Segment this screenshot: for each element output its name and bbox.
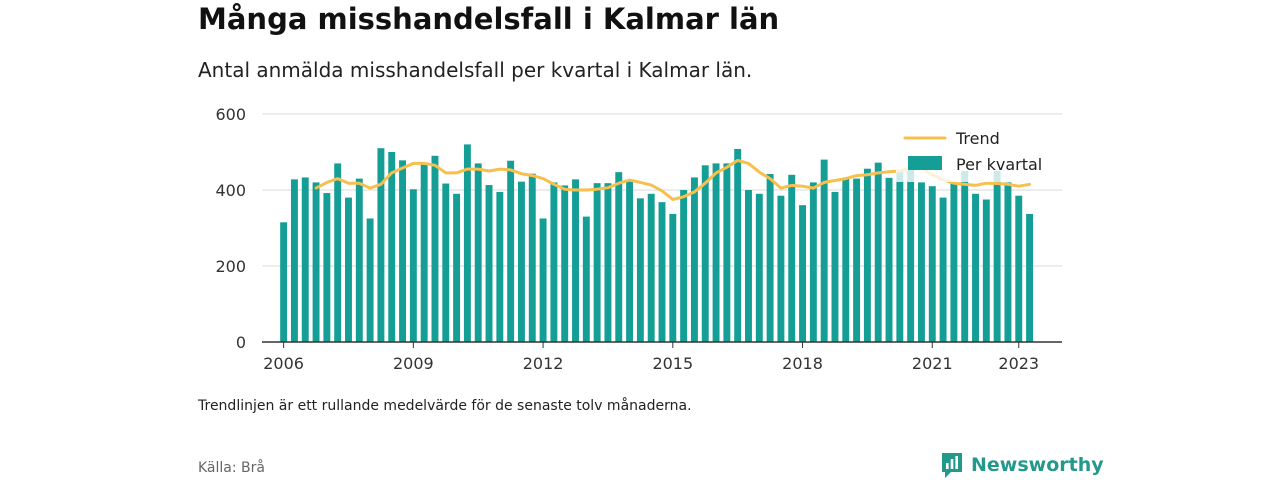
bar bbox=[680, 190, 688, 342]
chart-footnote: Trendlinjen är ett rullande medelvärde f… bbox=[198, 398, 692, 414]
bar bbox=[453, 193, 461, 342]
bar bbox=[918, 182, 925, 342]
bar bbox=[312, 182, 320, 342]
source-text: Källa: Brå bbox=[198, 460, 265, 476]
bar bbox=[690, 177, 698, 342]
bar bbox=[626, 181, 634, 342]
bar bbox=[907, 169, 915, 342]
bar bbox=[572, 179, 579, 342]
bar bbox=[290, 179, 298, 342]
bar bbox=[831, 191, 839, 342]
y-tick-label: 400 bbox=[215, 181, 246, 200]
bar bbox=[842, 178, 850, 342]
chart-subtitle: Antal anmälda misshandelsfall per kvarta… bbox=[198, 58, 753, 82]
bar bbox=[972, 193, 979, 342]
bar bbox=[1015, 195, 1023, 342]
bar bbox=[355, 178, 363, 342]
bar bbox=[820, 159, 828, 342]
x-axis-ticks: 2006 2009 2012 2015 2018 2021 2023 bbox=[263, 342, 1039, 373]
bar bbox=[982, 199, 990, 342]
bar bbox=[280, 222, 288, 342]
bar bbox=[950, 183, 958, 342]
bar bbox=[539, 218, 547, 342]
newsworthy-icon bbox=[942, 453, 962, 478]
bar bbox=[939, 197, 947, 342]
chart-title: Många misshandelsfall i Kalmar län bbox=[198, 2, 780, 36]
bar bbox=[896, 171, 904, 342]
bar bbox=[809, 182, 817, 342]
bar bbox=[723, 163, 731, 342]
y-axis-ticks: 0 200 400 600 bbox=[215, 105, 246, 352]
bar bbox=[301, 177, 309, 342]
bar bbox=[1004, 182, 1012, 342]
bar bbox=[615, 172, 623, 342]
x-tick-label: 2018 bbox=[782, 354, 823, 373]
bar bbox=[582, 216, 590, 342]
bar bbox=[658, 202, 666, 342]
bar bbox=[799, 205, 806, 342]
bar bbox=[636, 198, 644, 342]
y-tick-label: 0 bbox=[236, 333, 246, 352]
bar bbox=[528, 173, 536, 342]
bar bbox=[420, 163, 428, 342]
bar bbox=[712, 163, 720, 342]
brand-name: Newsworthy bbox=[971, 454, 1104, 476]
bar bbox=[734, 148, 742, 342]
bar bbox=[345, 197, 352, 342]
bar bbox=[863, 168, 871, 342]
bar bbox=[1026, 213, 1034, 342]
x-tick-label: 2021 bbox=[912, 354, 953, 373]
bar bbox=[463, 144, 471, 342]
bar bbox=[961, 171, 969, 342]
bars-per-kvartal bbox=[280, 144, 1034, 342]
bar bbox=[885, 177, 893, 342]
bar bbox=[323, 193, 331, 342]
bar bbox=[777, 195, 785, 342]
bar bbox=[993, 171, 1001, 342]
bar bbox=[874, 162, 882, 342]
legend: Trend Per kvartal bbox=[896, 124, 1056, 182]
x-tick-label: 2009 bbox=[393, 354, 434, 373]
legend-label-per-kvartal: Per kvartal bbox=[956, 155, 1042, 174]
bar bbox=[474, 163, 482, 342]
legend-bar-swatch bbox=[908, 156, 942, 170]
bar bbox=[496, 191, 504, 342]
legend-label-trend: Trend bbox=[955, 129, 1000, 148]
bar bbox=[647, 193, 655, 342]
bar bbox=[604, 183, 612, 342]
bar bbox=[593, 183, 601, 342]
bar bbox=[485, 185, 493, 342]
bar bbox=[518, 181, 525, 342]
bar bbox=[388, 152, 396, 342]
bar bbox=[928, 186, 936, 342]
x-tick-label: 2012 bbox=[523, 354, 564, 373]
bar bbox=[853, 178, 861, 342]
bar bbox=[745, 190, 752, 342]
bar bbox=[701, 165, 709, 342]
bar bbox=[399, 160, 406, 342]
x-tick-label: 2006 bbox=[263, 354, 304, 373]
bar bbox=[366, 218, 374, 342]
bar bbox=[788, 174, 796, 342]
bar bbox=[334, 163, 342, 342]
bar bbox=[766, 174, 774, 342]
x-tick-label: 2015 bbox=[652, 354, 693, 373]
bar bbox=[431, 155, 439, 342]
bar bbox=[409, 189, 417, 342]
bar bbox=[755, 193, 763, 342]
legend-background bbox=[896, 124, 1056, 182]
brand-logo[interactable]: Newsworthy bbox=[940, 451, 1104, 479]
bar bbox=[550, 182, 558, 342]
bar bbox=[561, 185, 569, 342]
y-tick-label: 600 bbox=[215, 105, 246, 124]
bar bbox=[507, 160, 515, 342]
bar bbox=[669, 213, 677, 342]
x-tick-label: 2023 bbox=[998, 354, 1039, 373]
bar bbox=[377, 148, 385, 342]
bar bbox=[442, 183, 450, 342]
y-tick-label: 200 bbox=[215, 257, 246, 276]
